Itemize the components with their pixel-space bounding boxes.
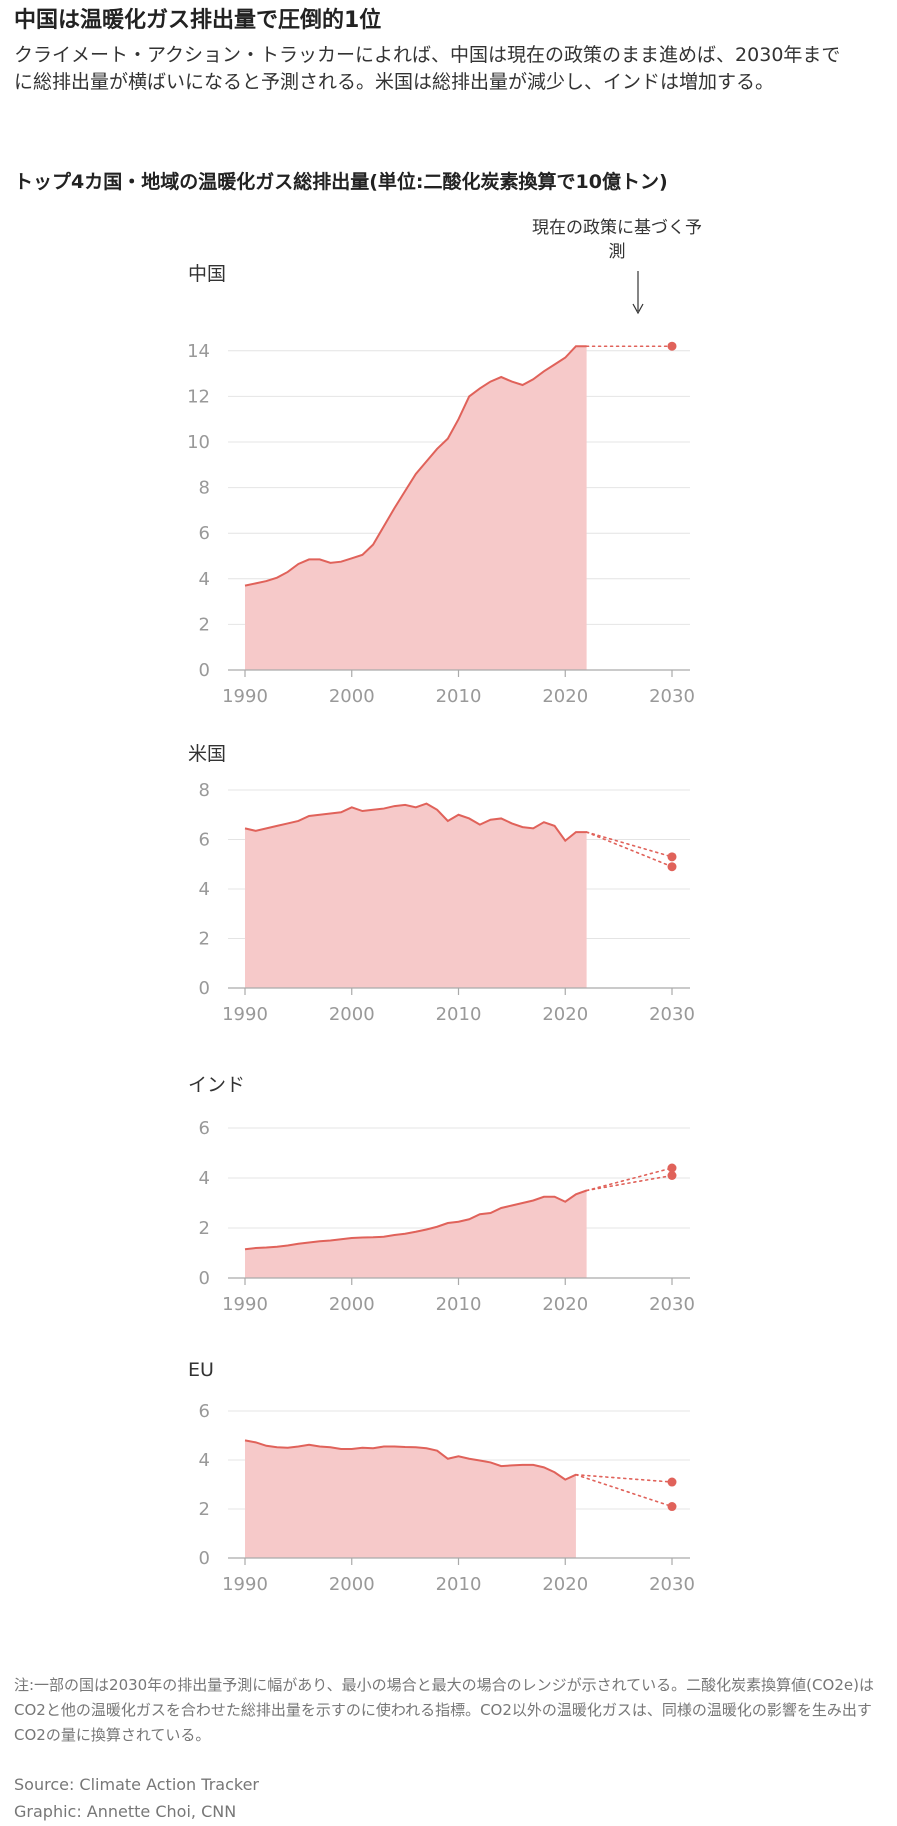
emissions-line-us: [244, 802, 587, 843]
panel-title-india: インド: [188, 1074, 245, 1096]
y-tick-label-india: 2: [199, 1218, 210, 1239]
y-tick-label-china: 14: [187, 341, 210, 362]
y-tick-label-eu: 0: [199, 1548, 210, 1569]
x-tick-label-india: 2020: [542, 1294, 588, 1315]
x-tick-label-eu: 2030: [649, 1574, 695, 1595]
emissions-line-eu: [244, 1439, 577, 1481]
x-tick-label-us: 2020: [542, 1004, 588, 1025]
y-tick-label-india: 0: [199, 1268, 210, 1289]
y-tick-label-india: 4: [199, 1168, 210, 1189]
panel-title-us: 米国: [188, 743, 226, 765]
emissions-line-china: [244, 345, 587, 587]
x-tick-label-india: 1990: [222, 1294, 268, 1315]
graphic-credit: Graphic: Annette Choi, CNN: [14, 1802, 237, 1821]
x-tick-label-china: 2000: [329, 686, 375, 707]
emissions-area-china: [245, 346, 587, 670]
y-tick-label-us: 8: [199, 780, 210, 801]
dek: クライメート・アクション・トラッカーによれば、中国は現在の政策のまま進めば、20…: [14, 44, 841, 93]
emissions-area-eu: [245, 1440, 576, 1558]
panel-title-china: 中国: [188, 263, 226, 285]
projection-point-eu: [667, 1477, 677, 1487]
projection-line-us: [585, 831, 673, 858]
x-tick-label-china: 2010: [436, 686, 482, 707]
projection-line-eu: [575, 1473, 673, 1508]
y-tick-label-eu: 2: [199, 1499, 210, 1520]
projection-annotation: 現在の政策に基づく予: [532, 218, 702, 238]
x-tick-label-china: 2020: [542, 686, 588, 707]
x-tick-label-india: 2010: [436, 1294, 482, 1315]
y-tick-label-china: 12: [187, 386, 210, 407]
projection-annotation-cont: 測: [609, 242, 626, 262]
projection-point-india: [667, 1171, 677, 1180]
x-tick-label-china: 2030: [649, 686, 695, 707]
projection-line-eu: [575, 1473, 673, 1483]
projection-point-eu: [667, 1502, 677, 1512]
header: 中国は温暖化ガス排出量で圧倒的1位 クライメート・アクション・トラッカーによれば…: [14, 6, 854, 96]
y-tick-label-china: 0: [199, 660, 210, 681]
y-tick-label-china: 4: [199, 569, 210, 590]
y-tick-label-china: 2: [199, 614, 210, 635]
y-tick-label-eu: 4: [199, 1450, 210, 1471]
y-tick-label-china: 8: [199, 478, 210, 499]
source-credit: Source: Climate Action Tracker: [14, 1775, 259, 1794]
panel-title-eu: EU: [188, 1359, 214, 1381]
x-tick-label-us: 2010: [436, 1004, 482, 1025]
emissions-line-india: [244, 1189, 587, 1251]
y-tick-label-us: 0: [199, 978, 210, 999]
projection-line-us: [585, 831, 673, 868]
y-tick-label-eu: 6: [199, 1401, 210, 1422]
projection-line-india: [585, 1174, 673, 1192]
projection-point-us: [667, 862, 677, 872]
y-tick-label-china: 6: [199, 523, 210, 544]
x-tick-label-us: 2000: [329, 1004, 375, 1025]
projection-line-india: [585, 1167, 673, 1192]
annotation-arrow-head: [632, 303, 644, 315]
x-tick-label-us: 1990: [222, 1004, 268, 1025]
projection-point-china: [667, 341, 677, 351]
x-tick-label-us: 2030: [649, 1004, 695, 1025]
y-tick-label-china: 10: [187, 432, 210, 453]
y-tick-label-us: 4: [199, 879, 210, 900]
x-tick-label-eu: 2020: [542, 1574, 588, 1595]
x-tick-label-china: 1990: [222, 686, 268, 707]
headline: 中国は温暖化ガス排出量で圧倒的1位: [14, 8, 382, 33]
projection-point-us: [667, 852, 677, 862]
x-tick-label-eu: 1990: [222, 1574, 268, 1595]
y-tick-label-india: 6: [199, 1118, 210, 1139]
x-tick-label-india: 2000: [329, 1294, 375, 1315]
y-tick-label-us: 2: [199, 929, 210, 950]
y-tick-label-us: 6: [199, 830, 210, 851]
credits: Source: Climate Action Tracker Graphic: …: [14, 1771, 259, 1825]
x-tick-label-eu: 2000: [329, 1574, 375, 1595]
chart-subhead: トップ4カ国・地域の温暖化ガス総排出量(単位:二酸化炭素換算で10億トン): [14, 171, 668, 193]
footnote: 注:一部の国は2030年の排出量予測に幅があり、最小の場合と最大の場合のレンジが…: [14, 1676, 874, 1744]
emissions-area-us: [245, 803, 587, 988]
projection-point-india: [667, 1163, 677, 1173]
x-tick-label-eu: 2010: [436, 1574, 482, 1595]
emissions-area-india: [245, 1190, 587, 1278]
x-tick-label-india: 2030: [649, 1294, 695, 1315]
